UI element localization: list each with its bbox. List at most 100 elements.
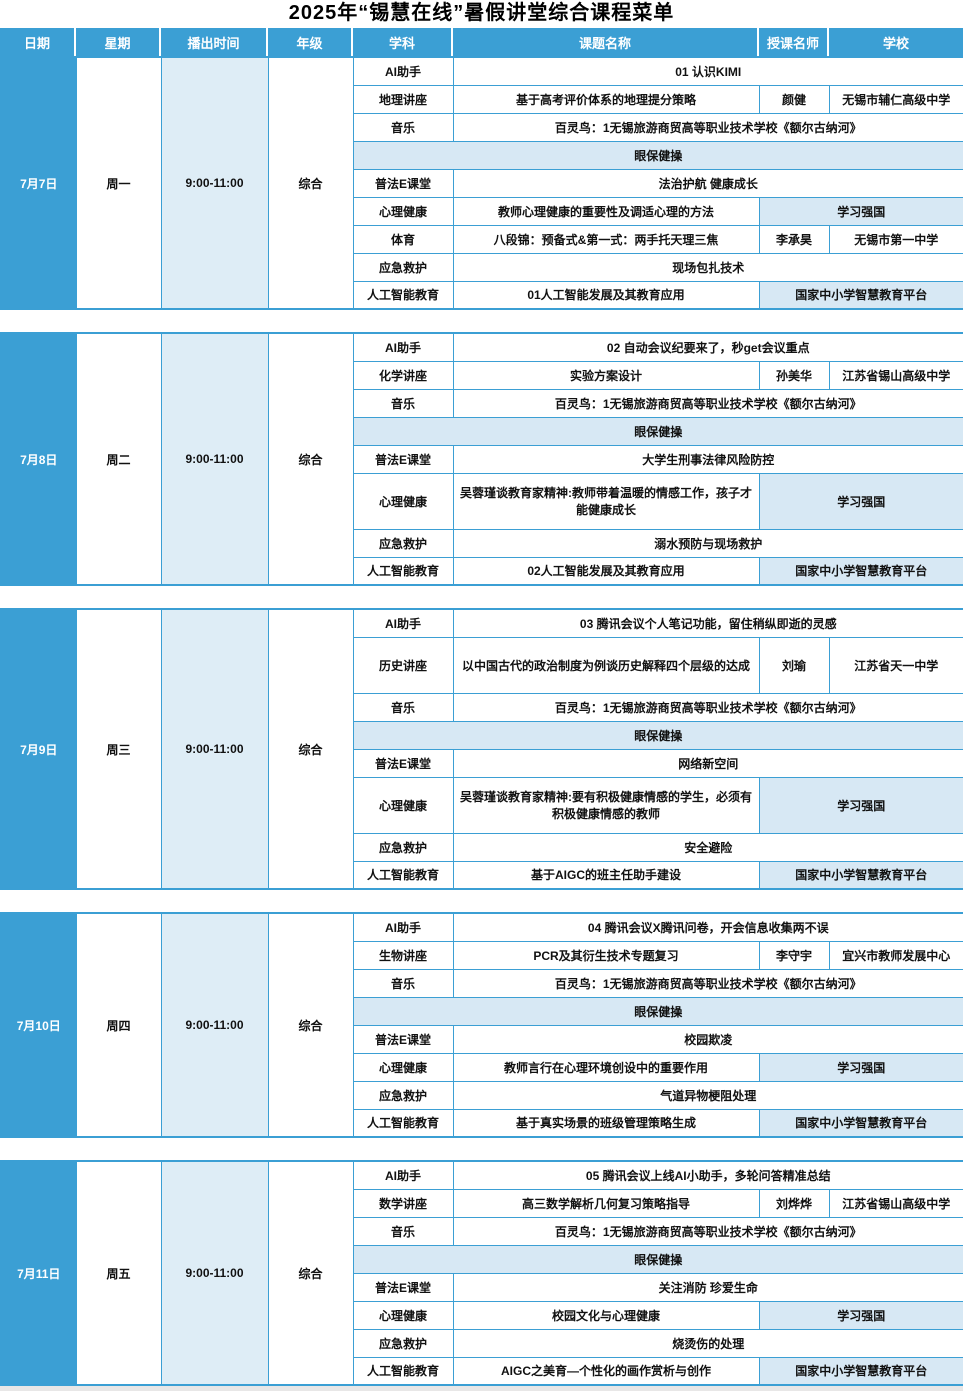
topic-cell: 实验方案设计 xyxy=(452,360,760,390)
time-cell: 9:00-11:00 xyxy=(160,1160,269,1386)
subject-cell: 应急救护 xyxy=(352,1080,454,1110)
date-cell: 7月9日 xyxy=(0,608,77,890)
subject-cell: 人工智能教育 xyxy=(352,1356,454,1386)
teacher-cell: 李承昊 xyxy=(758,224,830,254)
subject-cell: 音乐 xyxy=(352,692,454,722)
eye-exercise-band: 眼保健操 xyxy=(352,996,963,1026)
subject-cell: AI助手 xyxy=(352,1160,454,1190)
school-cell: 宜兴市教师发展中心 xyxy=(828,940,963,970)
weekday-cell: 周一 xyxy=(75,56,162,310)
topic-cell: 高三数学解析几何复习策略指导 xyxy=(452,1188,760,1218)
col-header-school: 学校 xyxy=(828,28,963,56)
subject-cell: 心理健康 xyxy=(352,776,454,834)
teacher-cell: 刘烨烨 xyxy=(758,1188,830,1218)
grade-cell: 综合 xyxy=(267,56,354,310)
topic-cell: 03 腾讯会议个人笔记功能，留住稍纵即逝的灵感 xyxy=(452,608,963,638)
date-cell: 7月11日 xyxy=(0,1160,77,1386)
topic-cell: 04 腾讯会议X腾讯问卷，开会信息收集两不误 xyxy=(452,912,963,942)
eye-exercise-band: 眼保健操 xyxy=(352,416,963,446)
block-separator xyxy=(0,1138,963,1160)
teacher-cell: 孙美华 xyxy=(758,360,830,390)
subject-cell: 数学讲座 xyxy=(352,1188,454,1218)
subject-cell: 化学讲座 xyxy=(352,360,454,390)
topic-cell: 百灵鸟：1无锡旅游商贸高等职业技术学校《额尔古纳河》 xyxy=(452,692,963,722)
topic-cell: 02人工智能发展及其教育应用 xyxy=(452,556,760,586)
time-cell: 9:00-11:00 xyxy=(160,608,269,890)
block-separator xyxy=(0,890,963,912)
time-cell: 9:00-11:00 xyxy=(160,912,269,1138)
block-separator xyxy=(0,586,963,608)
topic-cell: 百灵鸟：1无锡旅游商贸高等职业技术学校《额尔古纳河》 xyxy=(452,112,963,142)
topic-cell: 05 腾讯会议上线AI小助手，多轮问答精准总结 xyxy=(452,1160,963,1190)
subject-cell: 人工智能教育 xyxy=(352,556,454,586)
subject-cell: 历史讲座 xyxy=(352,636,454,694)
topic-cell: 教师言行在心理环境创设中的重要作用 xyxy=(452,1052,760,1082)
date-cell: 7月10日 xyxy=(0,912,77,1138)
topic-cell: PCR及其衍生技术专题复习 xyxy=(452,940,760,970)
subject-cell: 应急救护 xyxy=(352,1328,454,1358)
subject-cell: 心理健康 xyxy=(352,1300,454,1330)
eye-exercise-band: 眼保健操 xyxy=(352,1244,963,1274)
topic-cell: 气道异物梗阻处理 xyxy=(452,1080,963,1110)
bottom-edge-strip xyxy=(0,1386,963,1391)
platform-cell: 学习强国 xyxy=(758,472,963,530)
subject-cell: 生物讲座 xyxy=(352,940,454,970)
subject-cell: AI助手 xyxy=(352,912,454,942)
topic-cell: 吴蓉瑾谈教育家精神:教师带着温暖的情感工作，孩子才能健康成长 xyxy=(452,472,760,530)
subject-cell: AI助手 xyxy=(352,56,454,86)
grade-cell: 综合 xyxy=(267,912,354,1138)
weekday-cell: 周二 xyxy=(75,332,162,586)
time-cell: 9:00-11:00 xyxy=(160,332,269,586)
topic-cell: 法治护航 健康成长 xyxy=(452,168,963,198)
topic-cell: 01 认识KIMI xyxy=(452,56,963,86)
grade-cell: 综合 xyxy=(267,332,354,586)
subject-cell: 应急救护 xyxy=(352,528,454,558)
col-header-weekday: 星期 xyxy=(75,28,161,56)
platform-cell: 学习强国 xyxy=(758,196,963,226)
platform-cell: 国家中小学智慧教育平台 xyxy=(758,860,963,890)
platform-cell: 国家中小学智慧教育平台 xyxy=(758,1356,963,1386)
topic-cell: 基于真实场景的班级管理策略生成 xyxy=(452,1108,760,1138)
subject-cell: 体育 xyxy=(352,224,454,254)
platform-cell: 国家中小学智慧教育平台 xyxy=(758,280,963,310)
subject-cell: 音乐 xyxy=(352,968,454,998)
school-cell: 江苏省锡山高级中学 xyxy=(828,1188,963,1218)
topic-cell: 溺水预防与现场救护 xyxy=(452,528,963,558)
weekday-cell: 周五 xyxy=(75,1160,162,1386)
col-header-subject: 学科 xyxy=(352,28,453,56)
topic-cell: 基于高考评价体系的地理提分策略 xyxy=(452,84,760,114)
block-separator xyxy=(0,310,963,332)
day-block-jul8: 7月8日 周二 9:00-11:00 综合 AI助手 02 自动会议纪要来了，秒… xyxy=(0,332,963,586)
topic-cell: 基于AIGC的班主任助手建设 xyxy=(452,860,760,890)
subject-cell: 心理健康 xyxy=(352,196,454,226)
time-cell: 9:00-11:00 xyxy=(160,56,269,310)
eye-exercise-band: 眼保健操 xyxy=(352,140,963,170)
subject-cell: 人工智能教育 xyxy=(352,860,454,890)
grade-cell: 综合 xyxy=(267,1160,354,1386)
grade-cell: 综合 xyxy=(267,608,354,890)
weekday-cell: 周三 xyxy=(75,608,162,890)
subject-cell: 普法E课堂 xyxy=(352,1024,454,1054)
day-block-jul10: 7月10日 周四 9:00-11:00 综合 AI助手 04 腾讯会议X腾讯问卷… xyxy=(0,912,963,1138)
day-block-jul7: 7月7日 周一 9:00-11:00 综合 AI助手 01 认识KIMI 地理讲… xyxy=(0,56,963,310)
weekday-cell: 周四 xyxy=(75,912,162,1138)
subject-cell: 普法E课堂 xyxy=(352,444,454,474)
topic-cell: 安全避险 xyxy=(452,832,963,862)
subject-cell: 人工智能教育 xyxy=(352,280,454,310)
topic-cell: 百灵鸟：1无锡旅游商贸高等职业技术学校《额尔古纳河》 xyxy=(452,968,963,998)
topic-cell: 烧烫伤的处理 xyxy=(452,1328,963,1358)
date-cell: 7月8日 xyxy=(0,332,77,586)
subject-cell: 普法E课堂 xyxy=(352,1272,454,1302)
subject-cell: 应急救护 xyxy=(352,252,454,282)
topic-cell: 校园文化与心理健康 xyxy=(452,1300,760,1330)
col-header-teacher: 授课名师 xyxy=(758,28,829,56)
teacher-cell: 李守宇 xyxy=(758,940,830,970)
topic-cell: 01人工智能发展及其教育应用 xyxy=(452,280,760,310)
topic-cell: 百灵鸟：1无锡旅游商贸高等职业技术学校《额尔古纳河》 xyxy=(452,1216,963,1246)
topic-cell: 现场包扎技术 xyxy=(452,252,963,282)
subject-cell: 音乐 xyxy=(352,388,454,418)
col-header-date: 日期 xyxy=(0,28,76,56)
topic-cell: 吴蓉瑾谈教育家精神:要有积极健康情感的学生，必须有积极健康情感的教师 xyxy=(452,776,760,834)
subject-cell: 普法E课堂 xyxy=(352,168,454,198)
day-block-jul9: 7月9日 周三 9:00-11:00 综合 AI助手 03 腾讯会议个人笔记功能… xyxy=(0,608,963,890)
